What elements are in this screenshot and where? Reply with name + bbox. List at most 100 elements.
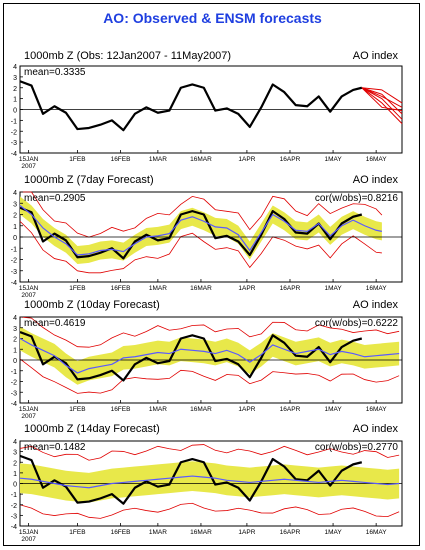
observed-line — [19, 80, 363, 132]
observed-line — [19, 206, 363, 260]
y-tick-label: 1 — [13, 471, 17, 478]
y-tick-label: -3 — [11, 513, 17, 520]
x-tick-label: 15JAN — [19, 529, 39, 536]
spread-band — [20, 326, 400, 385]
observed-line — [19, 331, 363, 382]
panel-right-title: AO index — [353, 50, 399, 62]
envelope-upper-line — [19, 191, 383, 238]
panel-right-title: AO index — [353, 423, 399, 435]
x-tick-label: 16FEB — [111, 406, 131, 413]
observed-line — [19, 454, 363, 505]
envelope-lower-line — [19, 502, 400, 519]
y-tick-label: 0 — [13, 358, 17, 365]
envelope-upper-line — [19, 316, 400, 348]
figure-frame — [3, 3, 420, 546]
figure-title: AO: Observed & ENSM forecasts — [103, 10, 322, 26]
x-tick-label: 16MAR — [190, 285, 212, 292]
envelope-lower-line — [19, 220, 382, 274]
x-tick-label: 1FEB — [69, 156, 85, 163]
x-tick-label: 1APR — [238, 529, 255, 536]
x-tick-label: 1APR — [238, 156, 255, 163]
y-tick-label: 0 — [13, 482, 17, 489]
x-tick-label: 1MAY — [324, 406, 342, 413]
y-tick-label: 2 — [13, 213, 17, 220]
x-tick-label: 1MAY — [324, 156, 342, 163]
y-tick-label: 1 — [13, 224, 17, 231]
y-tick-label: -1 — [11, 492, 17, 499]
envelope-lower-line — [19, 358, 400, 394]
x-tick-label: 1FEB — [69, 529, 85, 536]
y-tick-label: -1 — [11, 369, 17, 376]
x-tick-label: 16MAY — [366, 406, 387, 413]
x-tick-label: 15JAN — [19, 156, 39, 163]
panel-title: 1000mb Z (Obs: 12Jan2007 - 11May2007) — [24, 50, 231, 62]
y-tick-label: -3 — [11, 140, 17, 147]
ensemble-member-line — [361, 87, 403, 112]
x-tick-label: 1APR — [238, 285, 255, 292]
y-tick-label: 2 — [13, 460, 17, 467]
x-tick-label: 1MAR — [149, 529, 167, 536]
x-tick-label: 1MAY — [324, 285, 342, 292]
panel-right-title: AO index — [353, 299, 399, 311]
envelope-upper-line — [19, 444, 400, 461]
y-tick-label: 1 — [13, 347, 17, 354]
y-tick-label: -1 — [11, 246, 17, 253]
x-tick-label: 16APR — [280, 529, 301, 536]
panel-title: 1000mb Z (7day Forecast) — [24, 174, 154, 186]
y-tick-label: 4 — [13, 439, 17, 446]
x-tick-label: 16FEB — [111, 529, 131, 536]
y-tick-label: 3 — [13, 450, 17, 457]
y-tick-label: 2 — [13, 337, 17, 344]
mean-label: mean=0.4619 — [24, 318, 86, 329]
y-tick-label: -1 — [11, 118, 17, 125]
x-tick-label: 16FEB — [111, 156, 131, 163]
year-label: 2007 — [21, 163, 36, 170]
x-tick-label: 15JAN — [19, 285, 39, 292]
y-tick-label: 4 — [13, 64, 17, 71]
y-tick-label: -4 — [11, 524, 17, 531]
x-tick-label: 16MAR — [190, 406, 212, 413]
ensemble-mean-line — [19, 337, 400, 374]
y-tick-label: 3 — [13, 201, 17, 208]
y-tick-label: -3 — [11, 269, 17, 276]
y-tick-label: -3 — [11, 390, 17, 397]
x-tick-label: 1FEB — [69, 406, 85, 413]
spread-band — [20, 196, 382, 264]
panel-title: 1000mb Z (10day Forecast) — [24, 299, 160, 311]
year-label: 2007 — [21, 413, 36, 420]
mean-label: mean=0.1482 — [24, 442, 86, 453]
y-tick-label: -4 — [11, 280, 17, 287]
x-tick-label: 15JAN — [19, 406, 39, 413]
y-tick-label: 3 — [13, 326, 17, 333]
y-tick-label: -2 — [11, 129, 17, 136]
x-tick-label: 16APR — [280, 156, 301, 163]
y-tick-label: 4 — [13, 315, 17, 322]
spread-band — [20, 461, 400, 503]
x-tick-label: 16MAR — [190, 529, 212, 536]
ensemble-member-line — [361, 87, 403, 104]
x-tick-label: 1FEB — [69, 285, 85, 292]
cor-label: cor(w/obs)=0.2770 — [315, 442, 399, 453]
mean-label: mean=0.2905 — [24, 193, 86, 204]
y-tick-label: 0 — [13, 108, 17, 115]
x-tick-label: 16APR — [280, 406, 301, 413]
x-tick-label: 1APR — [238, 406, 255, 413]
x-tick-label: 1MAR — [149, 156, 167, 163]
y-tick-label: -2 — [11, 258, 17, 265]
y-tick-label: 0 — [13, 235, 17, 242]
ensemble-member-line — [361, 87, 403, 108]
ensemble-mean-line — [19, 475, 400, 489]
year-label: 2007 — [21, 536, 36, 543]
ensemble-mean-line — [19, 205, 383, 256]
cor-label: cor(w/obs)=0.8216 — [315, 193, 399, 204]
y-tick-label: -4 — [11, 151, 17, 158]
y-tick-label: -4 — [11, 401, 17, 408]
x-tick-label: 16FEB — [111, 285, 131, 292]
mean-label: mean=0.3335 — [24, 67, 86, 78]
y-tick-label: 3 — [13, 75, 17, 82]
y-tick-label: 2 — [13, 86, 17, 93]
x-tick-label: 16MAY — [366, 285, 387, 292]
year-label: 2007 — [21, 292, 36, 299]
ensemble-member-line — [361, 87, 403, 115]
